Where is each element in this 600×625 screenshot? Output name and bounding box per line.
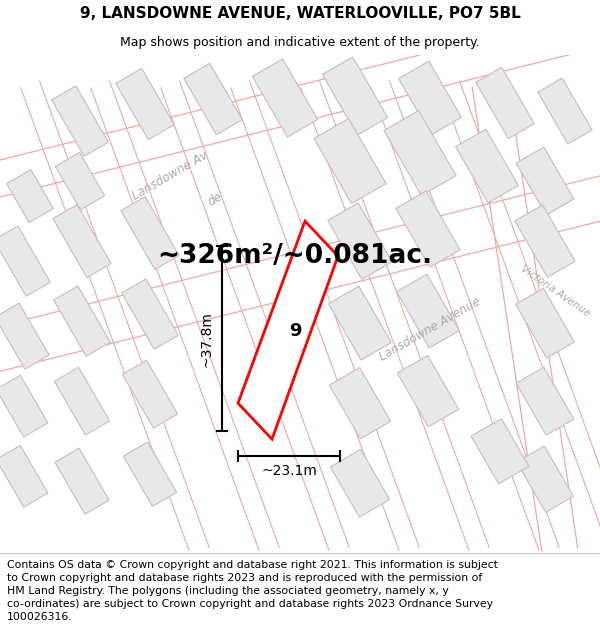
Polygon shape <box>476 68 534 139</box>
Polygon shape <box>7 169 53 222</box>
Polygon shape <box>55 448 109 514</box>
Polygon shape <box>515 288 574 358</box>
Polygon shape <box>122 360 178 428</box>
Polygon shape <box>328 203 392 279</box>
Polygon shape <box>121 197 179 269</box>
Polygon shape <box>55 368 110 435</box>
Polygon shape <box>238 221 338 439</box>
Polygon shape <box>322 57 388 135</box>
Polygon shape <box>516 367 574 435</box>
Text: Contains OS data © Crown copyright and database right 2021. This information is : Contains OS data © Crown copyright and d… <box>7 560 498 570</box>
Text: 100026316.: 100026316. <box>7 612 73 622</box>
Polygon shape <box>184 63 242 134</box>
Text: co-ordinates) are subject to Crown copyright and database rights 2023 Ordnance S: co-ordinates) are subject to Crown copyr… <box>7 599 493 609</box>
Polygon shape <box>53 204 111 278</box>
Polygon shape <box>538 78 592 144</box>
Polygon shape <box>471 419 529 484</box>
Text: Victoria Avenue: Victoria Avenue <box>518 263 592 319</box>
Polygon shape <box>397 274 460 348</box>
Polygon shape <box>53 286 110 356</box>
Text: Lansdowne Avenue: Lansdowne Avenue <box>377 295 483 364</box>
Text: to Crown copyright and database rights 2023 and is reproduced with the permissio: to Crown copyright and database rights 2… <box>7 573 482 583</box>
Polygon shape <box>517 446 574 512</box>
Polygon shape <box>0 303 49 369</box>
Text: 9, LANSDOWNE AVENUE, WATERLOOVILLE, PO7 5BL: 9, LANSDOWNE AVENUE, WATERLOOVILLE, PO7 … <box>80 6 520 21</box>
Polygon shape <box>116 68 174 140</box>
Text: 9: 9 <box>289 322 301 340</box>
Text: Lansdowne Av: Lansdowne Av <box>130 149 210 203</box>
Text: Map shows position and indicative extent of the property.: Map shows position and indicative extent… <box>120 36 480 49</box>
Text: ~326m²/~0.081ac.: ~326m²/~0.081ac. <box>157 243 432 269</box>
Polygon shape <box>384 111 456 196</box>
Polygon shape <box>396 191 460 268</box>
Text: de: de <box>205 190 224 208</box>
Polygon shape <box>516 147 574 215</box>
Text: HM Land Registry. The polygons (including the associated geometry, namely x, y: HM Land Registry. The polygons (includin… <box>7 586 449 596</box>
Polygon shape <box>397 356 458 427</box>
Text: ~37.8m: ~37.8m <box>199 311 213 367</box>
Polygon shape <box>253 59 317 137</box>
Polygon shape <box>0 226 50 296</box>
Polygon shape <box>314 119 386 204</box>
Polygon shape <box>455 129 518 203</box>
Polygon shape <box>515 205 575 278</box>
Polygon shape <box>329 368 391 439</box>
Polygon shape <box>52 86 109 156</box>
Polygon shape <box>398 61 461 135</box>
Polygon shape <box>55 152 104 210</box>
Polygon shape <box>0 446 48 507</box>
Polygon shape <box>331 449 389 517</box>
Polygon shape <box>0 376 48 437</box>
Text: ~23.1m: ~23.1m <box>261 464 317 478</box>
Polygon shape <box>124 442 176 506</box>
Polygon shape <box>122 279 178 349</box>
Polygon shape <box>329 286 391 360</box>
